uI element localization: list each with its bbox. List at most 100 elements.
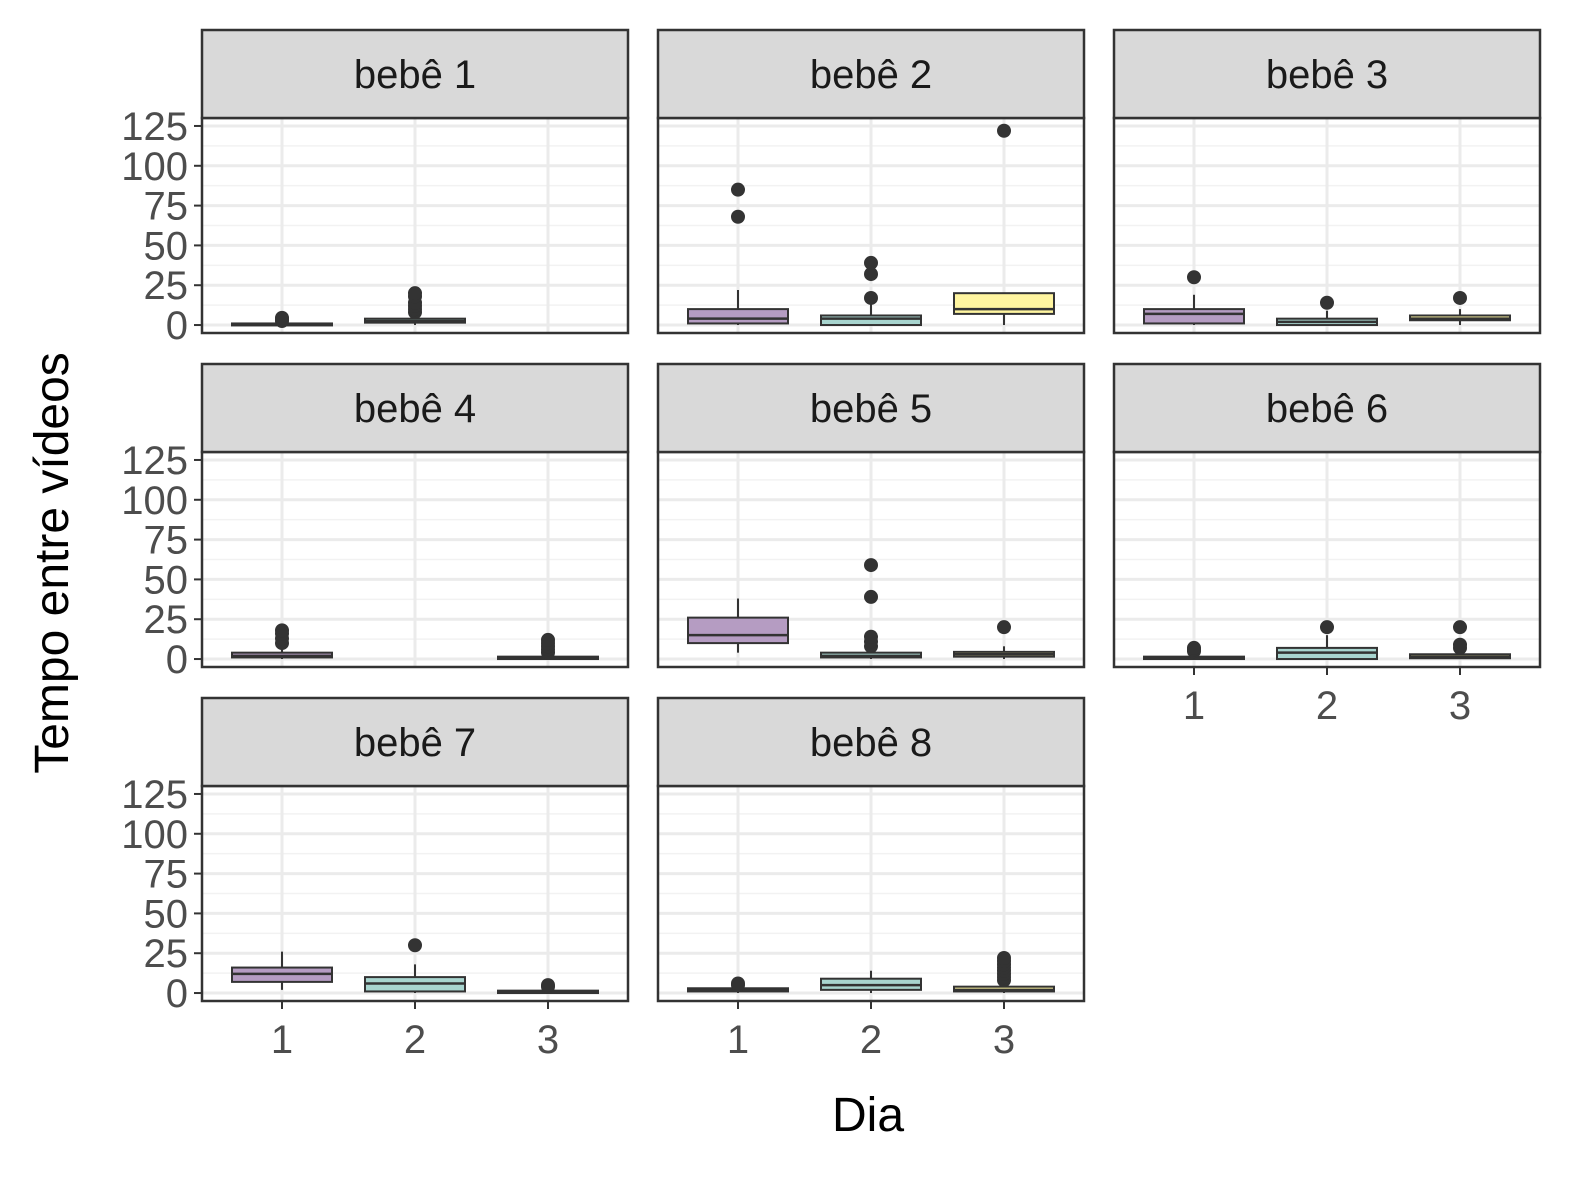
y-tick-label: 75 — [144, 185, 189, 229]
strip-background — [1112, 362, 1542, 454]
facet-panel: bebê 2 — [656, 28, 1086, 335]
box — [1143, 308, 1245, 325]
boxplot-1 — [231, 951, 333, 990]
outlier-point — [1320, 295, 1334, 310]
boxplot-1 — [687, 182, 789, 326]
boxplot-2 — [1276, 295, 1378, 327]
boxplot-1 — [231, 623, 333, 660]
strip-label: bebê 4 — [354, 387, 476, 431]
boxplot-3 — [497, 632, 599, 661]
boxplot-3 — [1409, 290, 1511, 326]
boxplot-2 — [820, 255, 922, 327]
x-tick-label: 3 — [537, 1018, 559, 1062]
x-tick-label: 2 — [860, 1018, 882, 1062]
outlier-point — [1453, 620, 1467, 635]
x-axis-title: Dia — [832, 1089, 904, 1142]
outlier-point — [731, 976, 745, 991]
boxplot-2 — [820, 558, 922, 660]
y-tick-label: 125 — [121, 773, 188, 817]
strip-label: bebê 7 — [354, 721, 476, 765]
facet-panel: bebê 8 1 2 3 — [656, 696, 1086, 1062]
y-tick-label: 0 — [166, 638, 188, 682]
strip-background — [656, 696, 1086, 788]
boxplot-1 — [687, 976, 789, 994]
outlier-point — [1320, 620, 1334, 635]
boxplot-3 — [497, 978, 599, 995]
outlier-point — [1187, 640, 1201, 655]
outlier-point — [864, 267, 878, 282]
y-tick-label: 75 — [144, 519, 189, 563]
outlier-point — [997, 123, 1011, 138]
strip-background — [200, 28, 630, 120]
strip-label: bebê 1 — [354, 53, 476, 97]
outlier-point — [864, 589, 878, 604]
y-tick-label: 25 — [144, 598, 189, 642]
y-tick-label: 100 — [121, 813, 188, 857]
outlier-point — [731, 182, 745, 197]
boxplot-1 — [1143, 270, 1245, 326]
y-tick-label: 75 — [144, 853, 189, 897]
boxplot-2 — [820, 970, 922, 994]
facet-panel: bebê 3 — [1112, 28, 1542, 335]
strip-background — [656, 28, 1086, 120]
strip-background — [1112, 28, 1542, 120]
x-tick-label: 2 — [1316, 684, 1338, 728]
x-tick-label: 1 — [271, 1018, 293, 1062]
y-tick-label: 100 — [121, 145, 188, 189]
boxplot-3 — [953, 123, 1055, 326]
x-tick-label: 3 — [1449, 684, 1471, 728]
y-tick-label: 25 — [144, 932, 189, 976]
strip-label: bebê 3 — [1266, 53, 1388, 97]
outlier-point — [997, 620, 1011, 635]
outlier-point — [864, 255, 878, 270]
x-tick-label: 2 — [404, 1018, 426, 1062]
strip-label: bebê 8 — [810, 721, 932, 765]
outlier-point — [1453, 290, 1467, 305]
y-tick-label: 50 — [144, 558, 189, 602]
box — [687, 616, 789, 645]
y-tick-label: 0 — [166, 972, 188, 1016]
x-tick-label: 3 — [993, 1018, 1015, 1062]
x-tick-label: 1 — [727, 1018, 749, 1062]
outlier-point — [541, 978, 555, 993]
boxplot-3 — [1409, 620, 1511, 660]
boxplot-2 — [364, 286, 466, 326]
y-axis-title: Tempo entre vídeos — [26, 352, 79, 774]
facet-panel: bebê 5 — [656, 362, 1086, 669]
boxplot-1 — [687, 598, 789, 653]
boxplot-2 — [364, 938, 466, 994]
y-tick-label: 125 — [121, 439, 188, 483]
strip-background — [200, 696, 630, 788]
strip-label: bebê 5 — [810, 387, 932, 431]
outlier-point — [997, 951, 1011, 965]
outlier-point — [1187, 270, 1201, 285]
y-tick-label: 50 — [144, 892, 189, 936]
strip-label: bebê 6 — [1266, 387, 1388, 431]
y-tick-label: 100 — [121, 479, 188, 523]
strip-background — [656, 362, 1086, 454]
outlier-point — [864, 629, 878, 644]
outlier-point — [541, 632, 555, 647]
outlier-point — [864, 290, 878, 305]
strip-background — [200, 362, 630, 454]
outlier-point — [408, 938, 422, 953]
boxplot-3 — [953, 620, 1055, 660]
outlier-point — [864, 558, 878, 573]
y-tick-label: 50 — [144, 224, 189, 268]
y-tick-label: 125 — [121, 105, 188, 149]
y-tick-label: 0 — [166, 304, 188, 348]
boxplot-2 — [1276, 620, 1378, 661]
outlier-point — [275, 623, 289, 638]
facet-panel: bebê 6 1 2 3 — [1112, 362, 1542, 728]
strip-label: bebê 2 — [810, 53, 932, 97]
outlier-point — [1453, 637, 1467, 652]
boxplot-1 — [1143, 640, 1245, 661]
box — [820, 314, 922, 327]
outlier-point — [275, 310, 289, 325]
boxplot-1 — [231, 310, 333, 329]
